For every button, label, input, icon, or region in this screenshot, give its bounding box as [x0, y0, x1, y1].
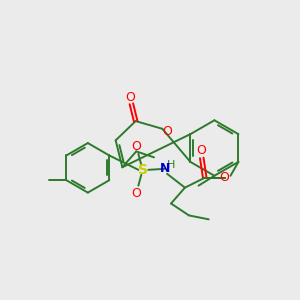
Text: N: N — [160, 162, 170, 175]
Text: O: O — [131, 140, 141, 152]
Text: O: O — [196, 143, 206, 157]
Text: S: S — [138, 163, 148, 177]
Text: O: O — [125, 91, 135, 103]
Text: O: O — [220, 171, 230, 184]
Text: O: O — [162, 125, 172, 138]
Text: H: H — [167, 160, 175, 170]
Text: O: O — [131, 187, 141, 200]
